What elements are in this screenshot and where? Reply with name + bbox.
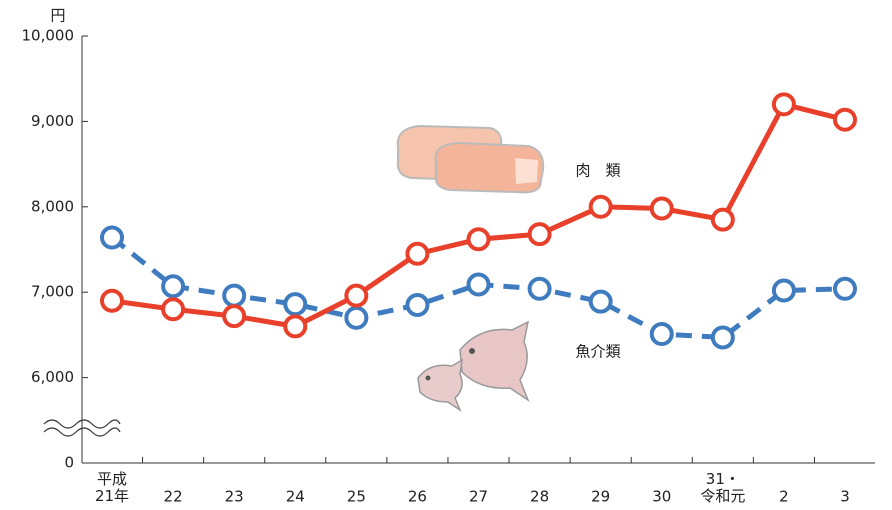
data-point [344,305,369,330]
x-tick-label: 24 [286,488,305,506]
fish-eye [469,348,475,354]
x-tick-label: 25 [347,488,366,506]
x-tick-label: 平成 21年 [95,470,129,505]
data-point [833,107,857,132]
data-point [100,225,124,250]
y-tick-label: 10,000 [22,27,75,45]
series-label: 魚介類 [575,343,620,361]
x-tick-label: 30 [652,488,671,506]
y-tick-label: 6,000 [31,368,74,386]
x-tick-label: 26 [408,488,427,506]
x-tick-label: 27 [469,488,488,506]
meat-illustration [396,124,545,194]
data-point [283,314,308,339]
data-point [710,207,735,232]
data-point [466,227,491,252]
x-tick-label: 31・令和元 [700,470,745,505]
data-point [405,293,430,318]
data-point [649,322,674,347]
x-tick-label: 22 [164,488,183,506]
data-point [100,288,124,313]
y-tick-label: 8,000 [31,197,74,215]
fish-eye [425,375,431,381]
data-point [161,297,186,322]
y-tick-label: 7,000 [31,283,74,301]
data-point [222,304,247,329]
y-tick-label: 0 [64,454,74,472]
data-point [588,289,613,314]
data-point [405,241,430,266]
data-point [161,274,186,299]
series-label: 肉 類 [575,162,620,180]
x-tick-label: 29 [591,488,610,506]
data-point [649,196,674,221]
fish-illustration [417,320,530,412]
x-tick-label: 23 [225,488,244,506]
axis-break [43,419,121,429]
data-point [344,283,369,308]
data-point [466,272,491,297]
data-point [527,222,552,247]
data-point [222,283,247,308]
y-tick-label: 9,000 [31,112,74,130]
y-unit: 円 [50,7,65,25]
data-point [527,276,552,301]
axis-break [43,427,121,437]
x-tick-label: 3 [840,488,850,506]
data-point [283,292,308,317]
x-tick-label: 2 [779,488,789,506]
data-point [771,278,796,303]
data-point [588,194,613,219]
data-point [833,276,857,301]
data-point [771,92,796,117]
data-point [710,325,735,350]
x-tick-label: 28 [530,488,549,506]
